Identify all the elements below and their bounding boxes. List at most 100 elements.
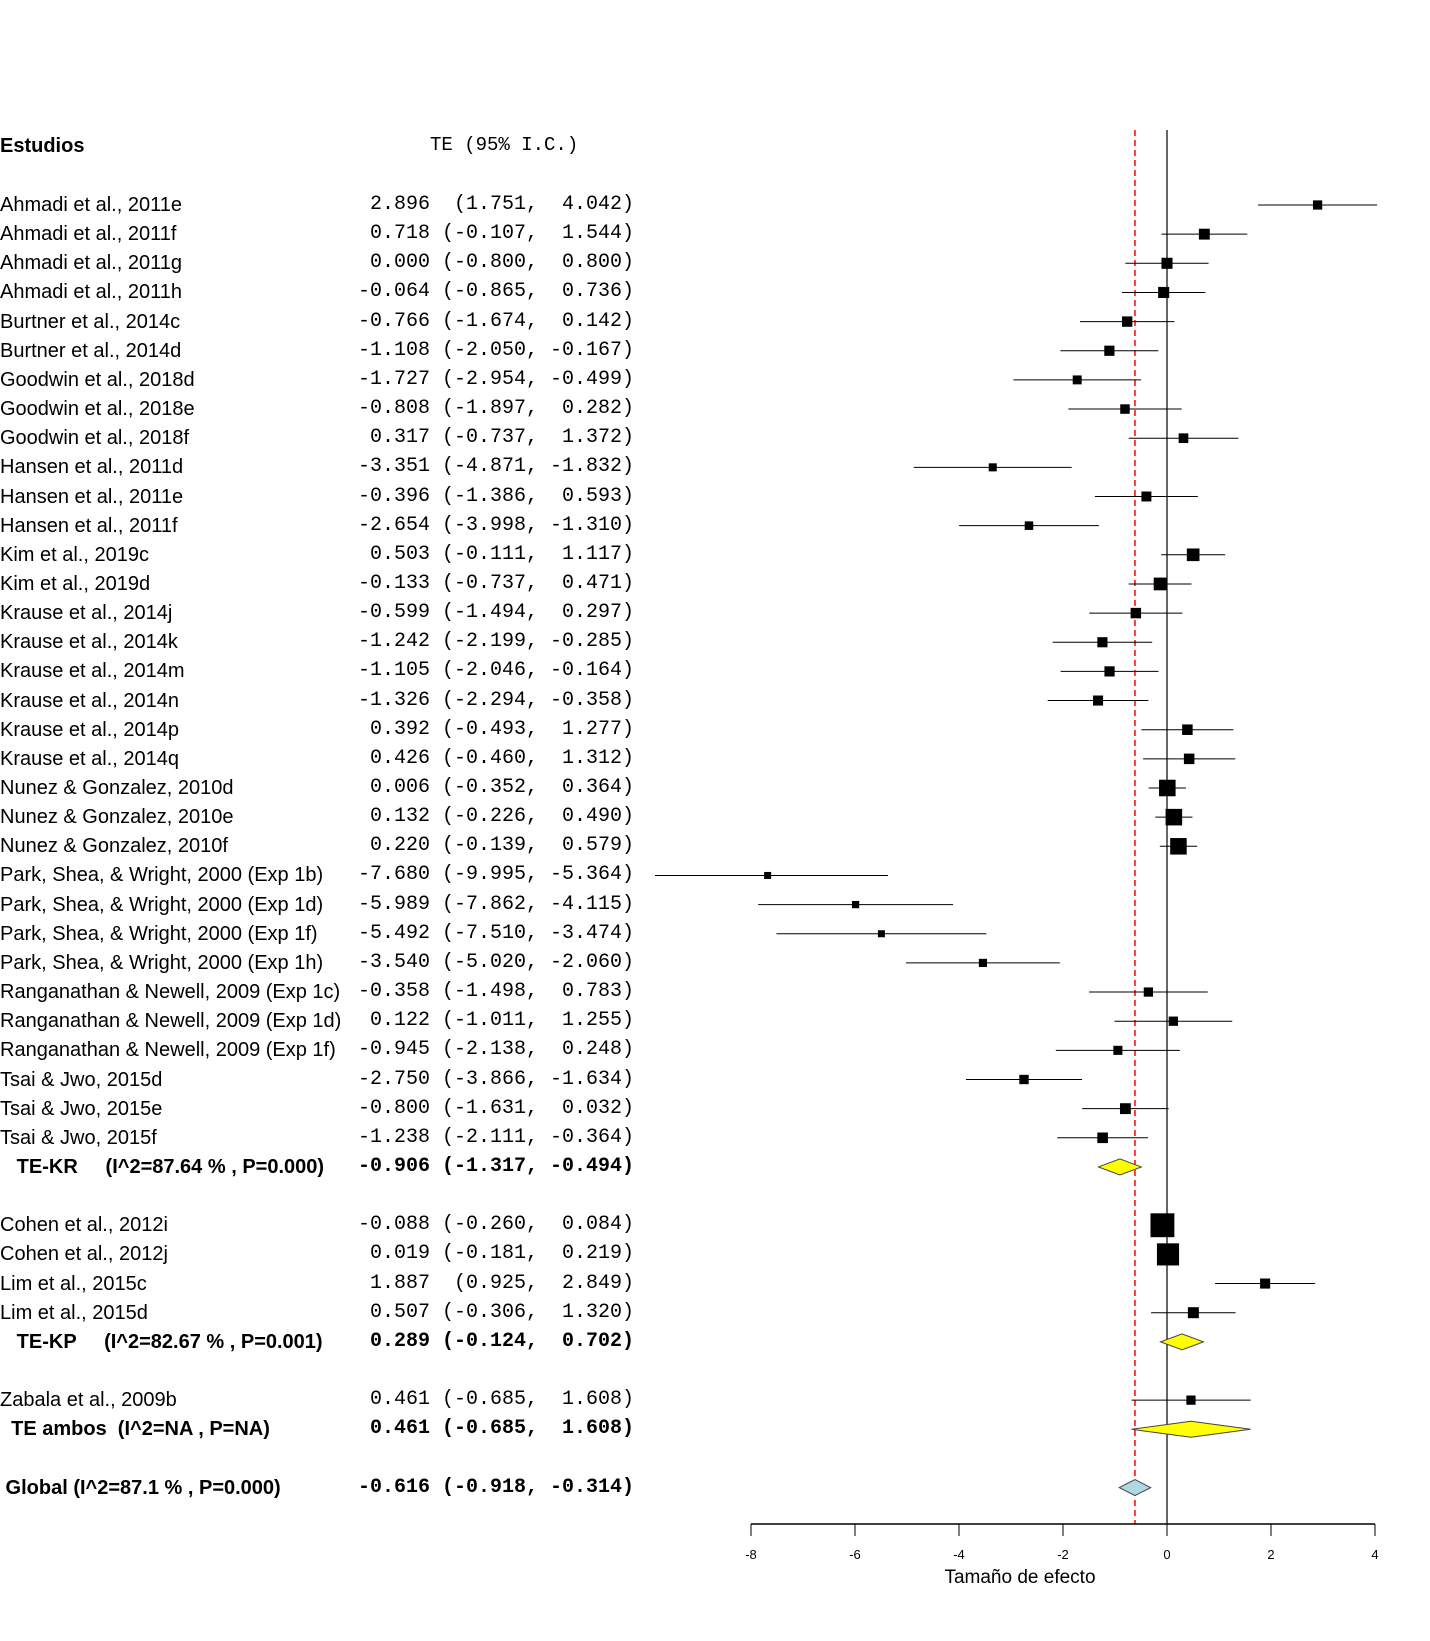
- effect-ci-text: -1.242 (-2.199, -0.285): [357, 630, 634, 654]
- effect-ci-text: -0.088 (-0.260, 0.084): [357, 1213, 634, 1237]
- effect-box: [1312, 200, 1323, 210]
- effect-box: [978, 958, 987, 967]
- x-tick-label: -2: [1057, 1547, 1069, 1562]
- study-label: Park, Shea, & Wright, 2000 (Exp 1h): [0, 951, 324, 974]
- study-label: Krause et al., 2014q: [0, 747, 180, 770]
- study-label: Hansen et al., 2011f: [0, 514, 178, 537]
- study-label: Hansen et al., 2011e: [0, 485, 184, 508]
- effect-ci-text: -0.906 (-1.317, -0.494): [357, 1154, 634, 1178]
- header-effect: TE (95% I.C.): [430, 134, 579, 156]
- study-label: Lim et al., 2015d: [0, 1301, 148, 1324]
- effect-ci-text: -0.133 (-0.737, 0.471): [357, 571, 634, 595]
- effect-box: [877, 930, 885, 938]
- effect-box: [1156, 1243, 1180, 1266]
- effect-ci-text: 0.132 (-0.226, 0.490): [357, 805, 634, 829]
- study-label: Park, Shea, & Wright, 2000 (Exp 1d): [0, 893, 324, 916]
- study-label: Ranganathan & Newell, 2009 (Exp 1d): [0, 1010, 342, 1033]
- x-tick-label: 2: [1267, 1547, 1274, 1562]
- study-label: Zabala et al., 2009b: [0, 1389, 177, 1412]
- effect-ci-text: -0.064 (-0.865, 0.736): [357, 280, 634, 304]
- study-label: Krause et al., 2014n: [0, 689, 180, 712]
- effect-box: [1141, 491, 1152, 502]
- effect-box: [1186, 1395, 1196, 1405]
- study-label: Burtner et al., 2014d: [0, 339, 182, 362]
- effect-ci-text: -0.358 (-1.498, 0.783): [357, 980, 634, 1004]
- effect-ci-text: 0.718 (-0.107, 1.544): [357, 222, 634, 246]
- effect-box: [1120, 404, 1130, 414]
- x-axis-label: Tamaño de efecto: [944, 1567, 1095, 1588]
- effect-box: [1198, 228, 1210, 240]
- study-label: Krause et al., 2014p: [0, 718, 180, 741]
- study-label: Ahmadi et al., 2011e: [0, 194, 182, 216]
- study-label: Ahmadi et al., 2011g: [0, 252, 182, 275]
- summary-label: TE ambos (I^2=NA , P=NA): [0, 1418, 270, 1441]
- effect-ci-text: 0.392 (-0.493, 1.277): [357, 717, 634, 741]
- effect-ci-text: 2.896 (1.751, 4.042): [357, 193, 634, 216]
- effect-box: [1119, 1103, 1131, 1115]
- effect-box: [764, 871, 772, 879]
- study-label: Ranganathan & Newell, 2009 (Exp 1f): [0, 1039, 336, 1062]
- subgroup-diamond: [1131, 1420, 1251, 1438]
- effect-box: [1178, 433, 1189, 444]
- study-label: Cohen et al., 2012j: [0, 1243, 168, 1266]
- effect-box: [1019, 1074, 1029, 1085]
- effect-ci-text: 0.461 (-0.685, 1.608): [357, 1388, 634, 1412]
- study-label: Kim et al., 2019c: [0, 543, 149, 566]
- overall-diamond: [1118, 1479, 1152, 1497]
- study-label: Goodwin et al., 2018f: [0, 427, 190, 450]
- effect-box: [1097, 1132, 1108, 1144]
- effect-box: [1093, 695, 1104, 706]
- effect-ci-text: 0.000 (-0.800, 0.800): [357, 251, 634, 275]
- x-tick-label: -8: [745, 1547, 757, 1562]
- summary-label: TE-KP (I^2=82.67 % , P=0.001): [0, 1330, 323, 1353]
- effect-ci-text: -3.351 (-4.871, -1.832): [357, 455, 634, 479]
- summary-label: TE-KR (I^2=87.64 % , P=0.000): [0, 1155, 325, 1178]
- effect-ci-text: 0.019 (-0.181, 0.219): [357, 1242, 634, 1266]
- effect-box: [1024, 521, 1034, 530]
- study-label: Lim et al., 2015c: [0, 1272, 147, 1295]
- study-label: Nunez & Gonzalez, 2010d: [0, 777, 234, 799]
- effect-ci-text: 0.426 (-0.460, 1.312): [357, 746, 634, 770]
- effect-box: [851, 900, 860, 909]
- effect-box: [1130, 607, 1142, 619]
- effect-ci-text: -2.654 (-3.998, -1.310): [357, 513, 634, 537]
- subgroup-diamond: [1097, 1158, 1143, 1176]
- study-label: Nunez & Gonzalez, 2010e: [0, 806, 234, 829]
- effect-ci-text: -2.750 (-3.866, -1.634): [357, 1067, 634, 1091]
- effect-box: [1143, 987, 1154, 997]
- effect-ci-text: 0.122 (-1.011, 1.255): [357, 1009, 634, 1033]
- effect-ci-text: -1.238 (-2.111, -0.364): [357, 1125, 634, 1149]
- effect-ci-text: -0.616 (-0.918, -0.314): [357, 1475, 634, 1499]
- effect-ci-text: -0.599 (-1.494, 0.297): [357, 601, 634, 625]
- subgroup-diamond: [1159, 1333, 1205, 1351]
- x-tick-label: 0: [1163, 1547, 1170, 1562]
- study-label: Krause et al., 2014k: [0, 631, 178, 654]
- effect-ci-text: -3.540 (-5.020, -2.060): [357, 950, 634, 974]
- effect-ci-text: 0.461 (-0.685, 1.608): [357, 1417, 634, 1441]
- effect-box: [1260, 1278, 1271, 1289]
- effect-box: [1121, 316, 1133, 327]
- effect-ci-text: -7.680 (-9.995, -5.364): [357, 863, 634, 887]
- effect-box: [1150, 1213, 1175, 1238]
- effect-ci-text: 0.503 (-0.111, 1.117): [357, 542, 634, 566]
- effect-box: [1170, 838, 1187, 855]
- study-label: Burtner et al., 2014c: [0, 310, 181, 333]
- study-label: Goodwin et al., 2018e: [0, 398, 195, 421]
- header-studies: Estudios: [0, 135, 85, 157]
- study-label: Tsai & Jwo, 2015e: [0, 1097, 163, 1120]
- study-label: Kim et al., 2019d: [0, 572, 151, 595]
- effect-box: [1182, 724, 1193, 735]
- effect-ci-text: -0.808 (-1.897, 0.282): [357, 397, 634, 421]
- study-label: Tsai & Jwo, 2015f: [0, 1126, 157, 1149]
- study-label: Park, Shea, & Wright, 2000 (Exp 1b): [0, 864, 324, 887]
- effect-ci-text: -1.105 (-2.046, -0.164): [357, 659, 634, 683]
- x-tick-label: -4: [953, 1547, 965, 1562]
- study-label: Goodwin et al., 2018d: [0, 368, 195, 391]
- effect-ci-text: 1.887 (0.925, 2.849): [357, 1271, 634, 1295]
- effect-ci-text: -1.326 (-2.294, -0.358): [357, 688, 634, 712]
- effect-ci-text: 0.507 (-0.306, 1.320): [357, 1300, 634, 1324]
- effect-box: [1113, 1045, 1123, 1055]
- study-label: Cohen et al., 2012i: [0, 1214, 168, 1237]
- effect-box: [1104, 345, 1115, 356]
